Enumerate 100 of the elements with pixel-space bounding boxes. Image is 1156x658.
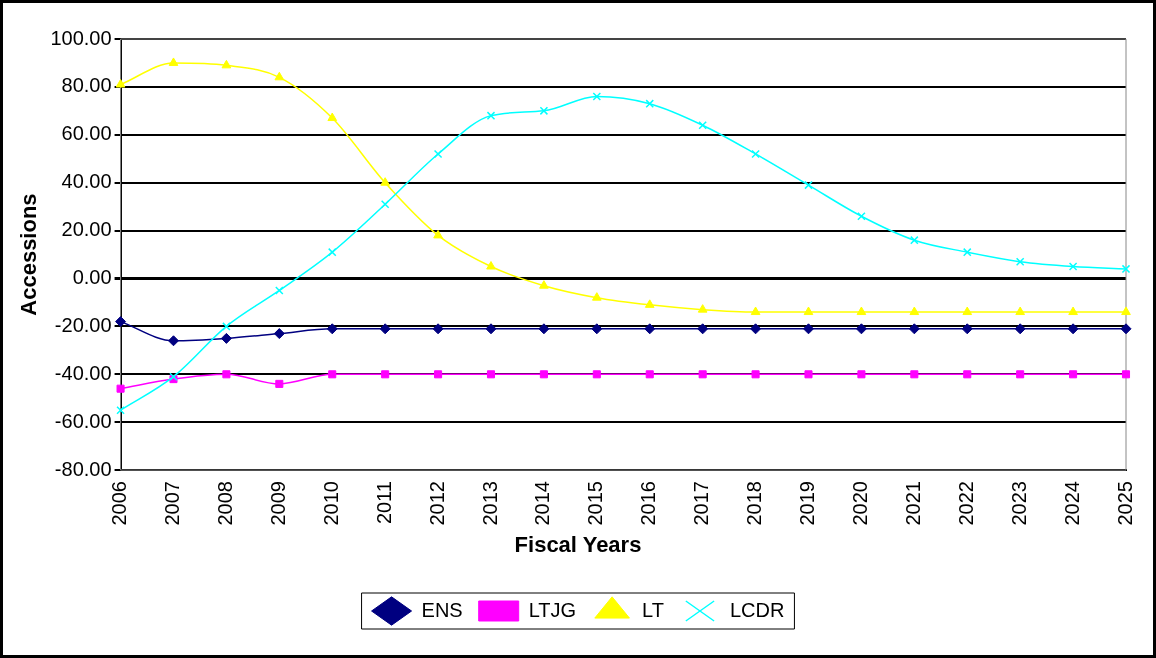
point (963, 370, 972, 379)
legend-label: LCDR (729, 598, 785, 621)
point (857, 211, 866, 221)
point (961, 323, 973, 335)
point (592, 292, 602, 301)
point (327, 112, 338, 122)
point (328, 370, 337, 379)
point (751, 370, 760, 379)
point (804, 180, 813, 190)
point (644, 299, 655, 308)
x-tick-label: 2022 (954, 481, 977, 526)
point (275, 379, 284, 388)
point (168, 57, 179, 66)
point (486, 370, 496, 379)
point (910, 370, 919, 379)
point (486, 261, 496, 270)
x-tick-label: 2009 (266, 481, 289, 526)
point (909, 306, 920, 316)
x-tick-label: 2016 (637, 481, 660, 526)
y-tick-label: -60.00 (54, 409, 112, 432)
point (486, 111, 496, 120)
x-tick-label: 2014 (531, 481, 554, 526)
point (379, 323, 391, 335)
x-tick-label: 2023 (1007, 481, 1030, 526)
point (220, 332, 232, 344)
point (750, 323, 762, 335)
point (1015, 306, 1025, 316)
point (275, 286, 284, 295)
point (539, 370, 548, 379)
x-axis-title: Fiscal Years (514, 531, 642, 557)
point (856, 306, 867, 316)
point (380, 199, 390, 209)
y-tick-label: -40.00 (54, 361, 112, 384)
x-tick-label: 2010 (319, 481, 342, 526)
point (433, 149, 443, 159)
point (697, 304, 708, 313)
point (857, 370, 866, 379)
point (326, 323, 338, 335)
point (644, 323, 656, 335)
point (273, 328, 285, 340)
x-tick-label: 2024 (1060, 481, 1083, 526)
y-tick-label: 0.00 (72, 266, 112, 289)
y-tick-label: 80.00 (61, 74, 112, 97)
point (485, 323, 497, 335)
y-tick-label: -80.00 (54, 457, 112, 480)
point (434, 370, 443, 379)
x-tick-label: 2007 (161, 481, 183, 526)
point (1121, 370, 1131, 379)
x-tick-label: 2019 (796, 481, 819, 526)
x-tick-label: 2015 (584, 481, 607, 526)
x-tick-label: 2020 (848, 481, 871, 526)
point (380, 177, 390, 186)
point (115, 316, 127, 328)
x-tick-label: 2006 (108, 481, 131, 526)
point (698, 120, 707, 130)
point (1120, 323, 1132, 335)
y-tick-label: -20.00 (54, 313, 112, 336)
point (381, 370, 390, 379)
point (803, 306, 814, 316)
legend-label: ENS (421, 598, 463, 621)
legend-label: LT (642, 598, 664, 621)
point (1067, 323, 1079, 335)
point (433, 229, 443, 239)
x-tick-label: 2011 (372, 481, 395, 525)
point (222, 322, 231, 331)
point (645, 99, 655, 108)
point (1121, 264, 1131, 274)
point (327, 247, 337, 257)
x-tick-label: 2008 (213, 481, 236, 526)
x-tick-label: 2013 (478, 481, 501, 526)
point (592, 370, 601, 379)
point (1068, 306, 1078, 316)
point (804, 370, 813, 379)
point (855, 323, 867, 335)
point (962, 247, 972, 257)
point (116, 384, 125, 393)
point (116, 405, 125, 415)
point (115, 79, 126, 88)
point (803, 323, 814, 335)
x-tick-label: 2021 (901, 481, 924, 526)
point (698, 370, 707, 379)
y-tick-label: 40.00 (61, 170, 112, 193)
point (592, 92, 602, 101)
x-tick-label: 2012 (425, 481, 448, 526)
point (697, 323, 709, 335)
point (167, 335, 179, 347)
point (910, 235, 919, 245)
point (1015, 257, 1025, 267)
point (1068, 262, 1078, 271)
point (1014, 323, 1026, 335)
point (751, 149, 760, 159)
y-tick-label: 100.00 (50, 26, 112, 49)
point (538, 323, 550, 335)
x-tick-label: 2018 (743, 481, 766, 526)
point (539, 280, 549, 289)
point (274, 71, 285, 81)
point (1069, 370, 1078, 379)
point (750, 306, 761, 316)
point (908, 323, 920, 335)
x-tick-label: 2017 (690, 481, 713, 526)
